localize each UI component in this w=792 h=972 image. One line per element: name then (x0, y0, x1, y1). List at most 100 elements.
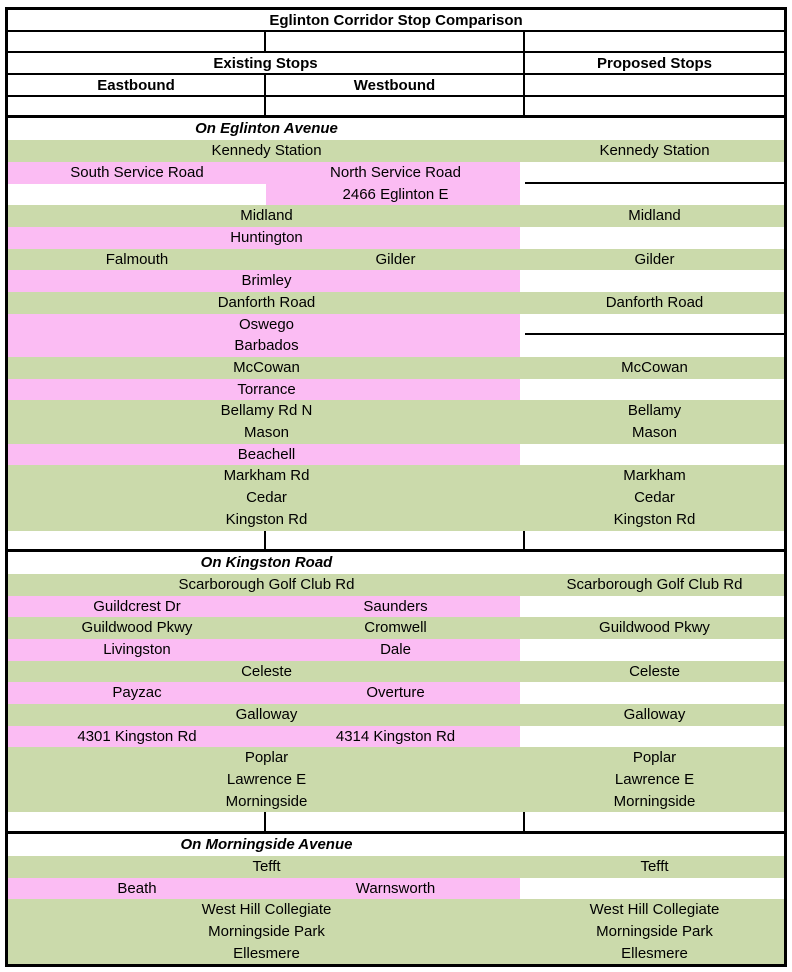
table-row: Kennedy Station Kennedy Station (8, 140, 784, 162)
stop-cell-proposed: Scarborough Golf Club Rd (525, 573, 784, 596)
stop-cell-eastbound: Guildcrest Dr (8, 595, 266, 618)
stop-cell-existing: Scarborough Golf Club Rd (8, 573, 525, 596)
stop-cell-proposed (525, 184, 784, 206)
section-proposed-spacer (525, 552, 784, 574)
stop-cell-proposed: Lawrence E (525, 769, 784, 791)
table-row: West Hill Collegiate West Hill Collegiate (8, 899, 784, 921)
stop-cell-westbound: North Service Road (266, 161, 525, 184)
table-row: Cedar Cedar (8, 487, 784, 509)
table-row: Poplar Poplar (8, 747, 784, 770)
spacer-cell (525, 32, 784, 52)
group-header-row: Existing Stops Proposed Stops (8, 53, 784, 76)
stop-cell-existing: Poplar (8, 747, 525, 770)
section-header-row: On Kingston Road (8, 552, 784, 574)
existing-stops-header: Existing Stops (8, 53, 525, 74)
table-row: Brimley (8, 270, 784, 292)
table-row: McCowan McCowan (8, 357, 784, 379)
stop-cell-proposed (525, 596, 784, 618)
table-row: Markham Rd Markham (8, 465, 784, 488)
spacer-cell (8, 31, 266, 52)
stop-cell-proposed (525, 379, 784, 401)
spacer-cell (525, 531, 784, 550)
stop-cell-proposed: West Hill Collegiate (525, 899, 784, 921)
table-row: Falmouth Gilder Gilder (8, 248, 784, 271)
stop-cell-existing: Tefft (8, 855, 525, 878)
section-proposed-spacer (525, 118, 784, 140)
stop-cell-proposed: Markham (525, 465, 784, 488)
table-row: Danforth Road Danforth Road (8, 291, 784, 314)
table-row: Kingston Rd Kingston Rd (8, 508, 784, 531)
section-spacer-row (8, 530, 784, 553)
stop-cell-proposed: Kennedy Station (525, 140, 784, 162)
table-row: Midland Midland (8, 205, 784, 227)
section-proposed-spacer (525, 834, 784, 856)
stop-cell-proposed (525, 682, 784, 704)
spacer-cell (266, 812, 525, 832)
table-row: Ellesmere Ellesmere (8, 942, 784, 965)
table-row: Guildwood Pkwy Cromwell Guildwood Pkwy (8, 617, 784, 639)
section-title: On Morningside Avenue (180, 836, 353, 854)
table-row: Payzac Overture (8, 682, 784, 704)
stop-cell-westbound: Saunders (266, 595, 525, 618)
spacer-cell (8, 530, 266, 550)
stop-cell-existing: Morningside (8, 790, 525, 813)
stop-cell-existing: Danforth Road (8, 291, 525, 314)
spacer-cell (8, 96, 266, 116)
direction-header-row: Eastbound Westbound (8, 75, 784, 97)
stop-cell-proposed: Danforth Road (525, 291, 784, 314)
stop-cell-existing: Beachell (8, 443, 525, 466)
stop-cell-existing: McCowan (8, 357, 525, 379)
stop-cell-existing: Torrance (8, 378, 525, 401)
stop-cell-proposed: Bellamy (525, 400, 784, 423)
title-row: Eglinton Corridor Stop Comparison (8, 10, 784, 32)
stop-cell-proposed: Gilder (525, 248, 784, 271)
stop-cell-proposed: Cedar (525, 487, 784, 509)
table-row: Mason Mason (8, 422, 784, 444)
section-spacer-row (8, 812, 784, 835)
table-row: Guildcrest Dr Saunders (8, 595, 784, 618)
stop-cell-proposed: McCowan (525, 357, 784, 379)
sections-container: On Eglinton Avenue Kennedy Station Kennedy… (8, 118, 784, 965)
table-row: Bellamy Rd N Bellamy (8, 400, 784, 423)
stop-cell-existing: Kennedy Station (8, 140, 525, 162)
page: { "title": "Eglinton Corridor Stop Compa… (0, 7, 792, 972)
stop-cell-eastbound: Guildwood Pkwy (8, 617, 266, 639)
stop-cell-proposed: Galloway (525, 704, 784, 726)
stop-cell-existing: Ellesmere (8, 942, 525, 965)
stop-cell-proposed (525, 639, 784, 661)
stop-cell-westbound: Gilder (266, 248, 525, 271)
section-header-row: On Eglinton Avenue (8, 118, 784, 140)
stop-cell-existing: Morningside Park (8, 920, 525, 943)
stop-cell-proposed: Midland (525, 205, 784, 227)
stop-cell-westbound: Overture (266, 682, 525, 704)
stop-cell-proposed: Tefft (525, 855, 784, 878)
stop-cell-proposed: Ellesmere (525, 942, 784, 965)
stop-cell-proposed: Kingston Rd (525, 508, 784, 531)
stop-cell-existing: Galloway (8, 704, 525, 726)
stop-cell-proposed (525, 314, 784, 336)
proposed-stops-header: Proposed Stops (596, 55, 712, 73)
stop-cell-existing: Bellamy Rd N (8, 400, 525, 423)
table-row: Livingston Dale (8, 638, 784, 661)
stop-cell-eastbound: 4301 Kingston Rd (8, 725, 266, 748)
section-header-row: On Morningside Avenue (8, 834, 784, 856)
stop-cell-eastbound: Payzac (8, 682, 266, 704)
stop-cell-existing: Brimley (8, 270, 525, 292)
stop-cell-westbound: Dale (266, 638, 525, 661)
stop-cell-existing: Huntington (8, 226, 525, 249)
section-title: On Kingston Road (200, 554, 333, 572)
spacer-cell (266, 530, 525, 550)
page-title: Eglinton Corridor Stop Comparison (269, 12, 523, 29)
stop-cell-proposed (525, 270, 784, 292)
stop-cell-existing: Lawrence E (8, 769, 525, 791)
spacer-cell (266, 31, 525, 52)
spacer-cell (266, 96, 525, 116)
stop-cell-westbound: 2466 Eglinton E (266, 183, 525, 206)
stop-cell-existing: Barbados (8, 335, 525, 357)
stop-cell-eastbound: Falmouth (8, 248, 266, 271)
table-row: Beath Warnsworth (8, 877, 784, 900)
stop-cell-proposed (525, 227, 784, 249)
spacer-cell (525, 97, 784, 116)
table-row: Oswego (8, 313, 784, 336)
header-spacer-row (8, 31, 784, 54)
